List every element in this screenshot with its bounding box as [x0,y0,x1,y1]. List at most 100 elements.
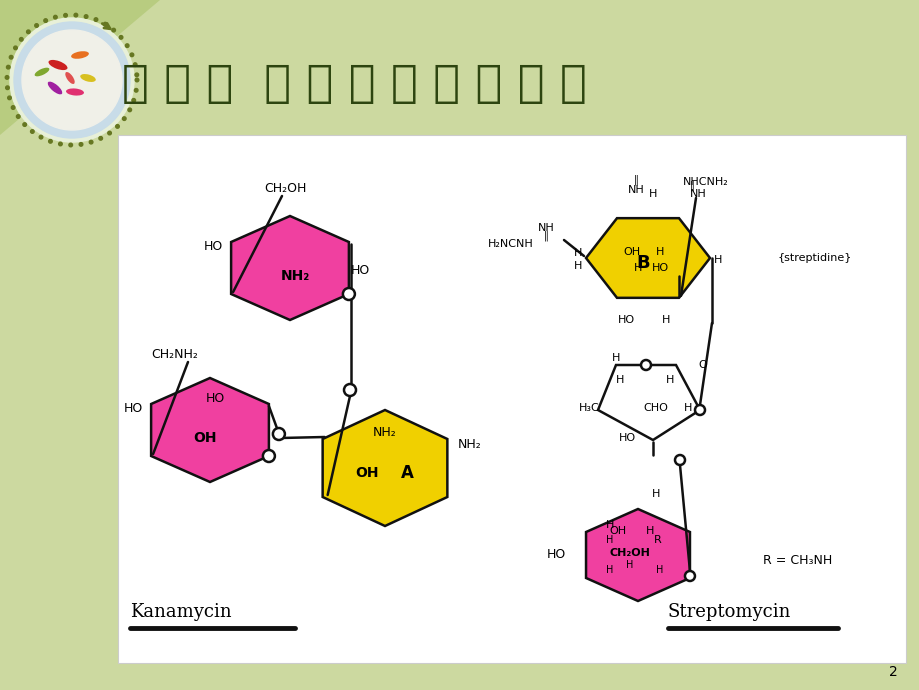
Text: NH: NH [537,223,554,233]
Text: HO: HO [205,391,224,404]
Polygon shape [585,509,689,601]
Circle shape [59,142,62,146]
Text: H: H [573,248,582,258]
Circle shape [6,86,9,90]
Text: CH₂OH: CH₂OH [609,548,650,558]
Text: H: H [655,247,664,257]
Circle shape [133,63,137,66]
Polygon shape [585,218,709,298]
Circle shape [343,288,355,300]
Ellipse shape [66,88,84,96]
Text: H: H [606,565,613,575]
Polygon shape [231,216,348,320]
Text: HO: HO [350,264,369,277]
Text: H: H [633,263,641,273]
Circle shape [23,123,27,126]
Circle shape [119,36,123,39]
Circle shape [40,135,43,139]
Circle shape [694,405,704,415]
Circle shape [44,19,48,22]
Text: H: H [665,375,674,385]
Text: Kanamycin: Kanamycin [130,603,232,621]
Text: OH: OH [623,247,640,257]
Text: H₂NCNH: H₂NCNH [488,239,533,249]
Polygon shape [0,0,160,135]
Circle shape [130,53,133,57]
Ellipse shape [48,81,62,95]
Text: NH₂: NH₂ [373,426,396,439]
Text: R: R [653,535,661,545]
Text: OH: OH [355,466,379,480]
Circle shape [69,144,73,147]
Circle shape [108,131,111,135]
Circle shape [27,30,30,34]
Text: HO: HO [651,263,668,273]
Circle shape [30,130,34,133]
Bar [118,135,905,663]
Circle shape [128,108,131,112]
Circle shape [135,73,139,77]
Circle shape [35,23,39,28]
Text: HO: HO [617,315,634,325]
Circle shape [10,18,134,142]
Circle shape [134,88,138,92]
Text: 第 一 节  氨 基 糖 苷 类 抗 生 素: 第 一 节 氨 基 糖 苷 类 抗 生 素 [122,63,586,106]
Circle shape [103,22,107,26]
Text: HO: HO [546,549,565,562]
Circle shape [17,115,20,118]
Circle shape [11,106,15,109]
Circle shape [53,15,57,19]
Ellipse shape [35,68,50,77]
Text: OH: OH [193,431,217,445]
Circle shape [641,360,651,370]
Text: NH₂: NH₂ [457,437,481,451]
Circle shape [14,46,17,50]
Text: 2: 2 [889,665,897,679]
Polygon shape [151,378,268,482]
Text: R = CH₃NH: R = CH₃NH [762,553,832,566]
Circle shape [6,66,10,69]
Text: CHO: CHO [642,403,667,413]
Circle shape [94,18,97,21]
Text: H: H [573,261,582,271]
Circle shape [135,78,139,82]
Polygon shape [597,365,699,440]
Text: ‖: ‖ [633,175,638,185]
Text: HO: HO [123,402,142,415]
Text: NH: NH [689,189,706,199]
Circle shape [112,28,116,32]
Ellipse shape [71,51,89,59]
Circle shape [116,125,119,128]
Circle shape [99,137,102,140]
Text: HO: HO [203,241,222,253]
Text: A: A [400,464,413,482]
Polygon shape [323,410,447,526]
Text: NH: NH [627,185,643,195]
Text: H: H [615,375,623,385]
Circle shape [63,14,67,17]
Circle shape [6,76,9,79]
Circle shape [19,37,23,41]
Text: CH₂OH: CH₂OH [264,181,306,195]
Circle shape [131,99,135,102]
Text: H: H [611,353,619,363]
Ellipse shape [65,72,74,84]
Ellipse shape [49,60,67,70]
Text: H: H [605,520,614,530]
Text: H: H [655,565,663,575]
Text: H: H [713,255,721,265]
Text: ‖: ‖ [689,181,694,191]
Ellipse shape [80,74,96,82]
Text: Streptomycin: Streptomycin [667,603,790,621]
Text: CH₂NH₂: CH₂NH₂ [152,348,199,360]
Text: H: H [651,489,660,499]
Circle shape [22,30,122,130]
Circle shape [89,140,93,144]
Text: OH: OH [608,526,626,536]
Circle shape [49,139,52,143]
Circle shape [7,96,11,99]
Text: H: H [626,560,633,570]
Circle shape [125,44,129,48]
Circle shape [79,143,83,146]
Circle shape [263,450,275,462]
